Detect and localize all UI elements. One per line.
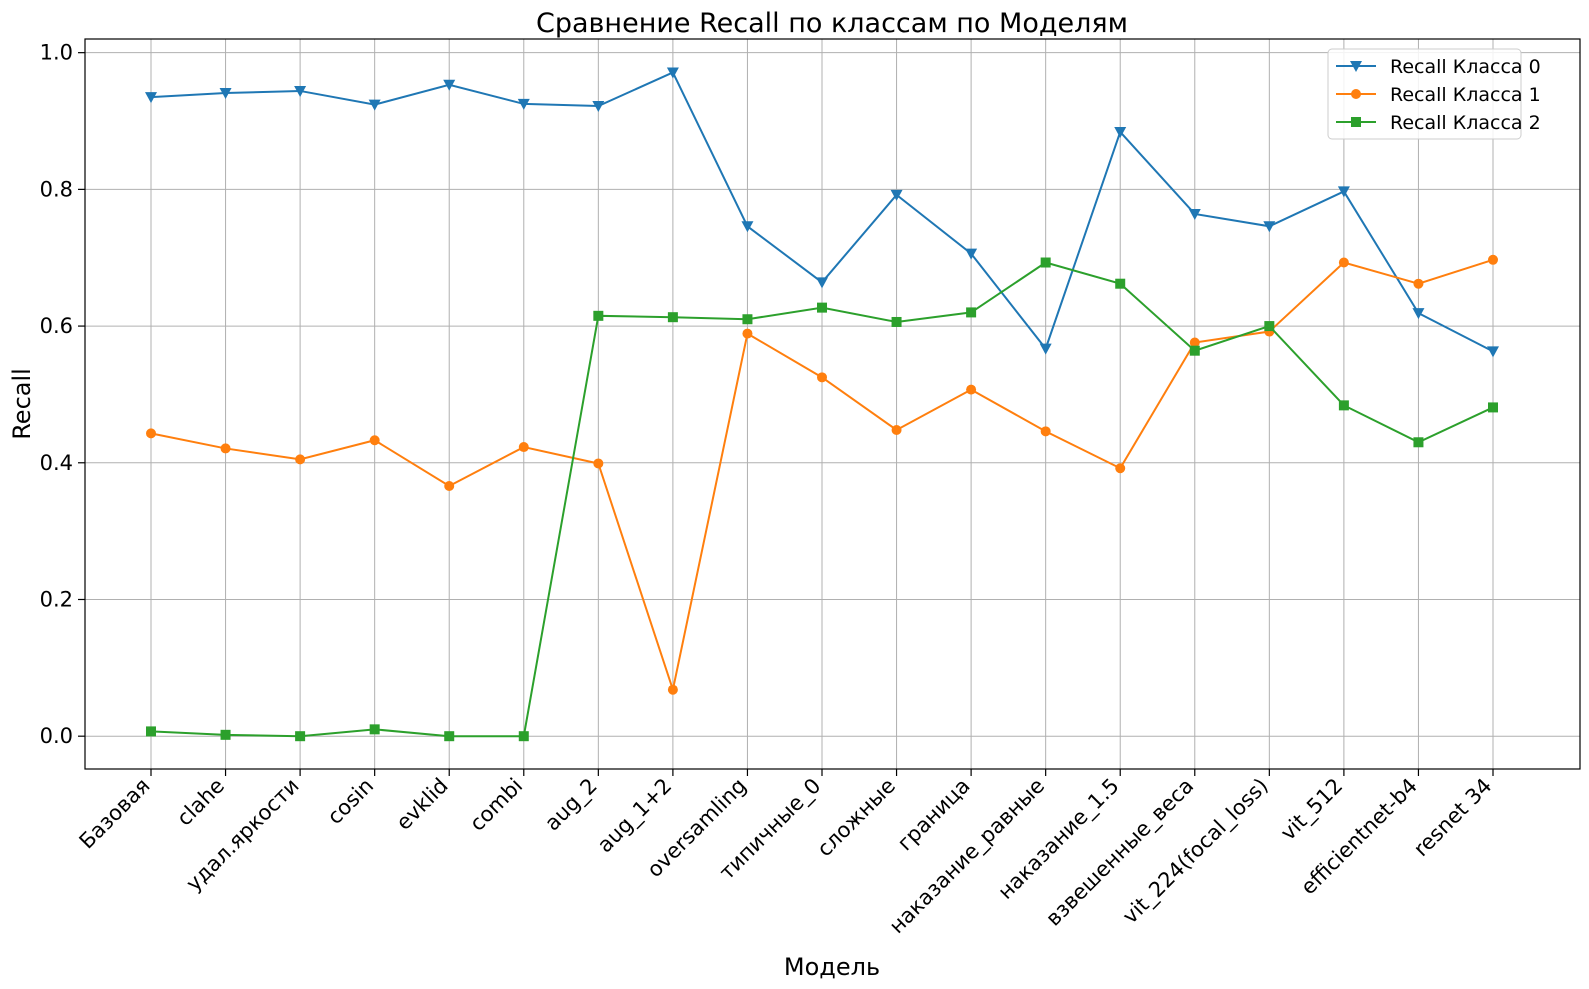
- x-tick-label: vit_512: [1276, 774, 1348, 846]
- data-point: [666, 67, 679, 79]
- legend-label: Recall Класса 0: [1390, 56, 1541, 78]
- y-tick-label: 1.0: [40, 41, 73, 65]
- series-2: [146, 257, 1498, 742]
- data-point: [1039, 343, 1052, 355]
- series-0: [145, 67, 1499, 358]
- data-point: [965, 248, 978, 260]
- y-tick-label: 0.0: [40, 724, 73, 748]
- x-tick-label: clahe: [172, 774, 229, 831]
- axes-layer: [84, 38, 1581, 770]
- legend-item: Recall Класса 2: [1336, 112, 1541, 134]
- data-point: [1413, 437, 1424, 448]
- data-point: [368, 99, 381, 111]
- data-point: [1412, 308, 1425, 320]
- legend-item: Recall Класса 1: [1336, 84, 1541, 106]
- x-tick-label: aug_2: [540, 774, 602, 836]
- series-1: [146, 254, 1498, 695]
- data-point: [1115, 278, 1126, 289]
- legend-marker: [1351, 89, 1361, 99]
- data-point: [742, 314, 753, 325]
- data-point: [369, 435, 380, 446]
- x-tick-label: combi: [465, 774, 527, 836]
- y-tick-label: 0.4: [40, 451, 73, 475]
- legend-marker: [1350, 61, 1362, 72]
- legend-marker: [1351, 117, 1361, 127]
- y-tick-label: 0.8: [40, 177, 73, 201]
- data-point: [817, 372, 827, 383]
- x-tick-label: сложные: [812, 774, 900, 862]
- data-point: [1488, 254, 1498, 265]
- data-point: [667, 684, 678, 695]
- data-point: [1487, 346, 1499, 358]
- data-point: [1114, 126, 1127, 138]
- data-point: [295, 454, 306, 465]
- data-point: [1338, 400, 1349, 411]
- data-point: [667, 312, 678, 323]
- data-point: [294, 85, 307, 97]
- data-point: [1115, 463, 1126, 474]
- legend-label: Recall Класса 2: [1390, 112, 1541, 134]
- data-point: [817, 302, 827, 313]
- data-point: [146, 726, 156, 737]
- data-point: [369, 724, 380, 735]
- data-point: [518, 442, 529, 453]
- series-layer: [145, 67, 1499, 742]
- data-point: [146, 428, 156, 439]
- data-point: [1188, 208, 1201, 220]
- data-point: [741, 221, 754, 233]
- x-tick-label: vit_224(focal_loss): [1118, 774, 1274, 930]
- data-point: [1189, 345, 1200, 356]
- data-point: [1337, 186, 1350, 198]
- data-point: [220, 443, 231, 454]
- data-point: [742, 328, 753, 339]
- data-point: [816, 277, 828, 289]
- data-point: [890, 189, 903, 201]
- data-point: [295, 731, 306, 742]
- x-tick-label: evklid: [392, 774, 453, 835]
- legend-item: Recall Класса 0: [1336, 56, 1541, 78]
- grid-layer: [85, 39, 1580, 769]
- data-point: [1413, 278, 1424, 289]
- data-point: [517, 98, 530, 110]
- data-point: [592, 100, 605, 112]
- chart-title: Сравнение Recall по классам по Моделям: [536, 8, 1128, 39]
- y-tick-label: 0.2: [40, 587, 73, 611]
- data-point: [966, 307, 977, 318]
- data-point: [593, 458, 604, 469]
- legend-label: Recall Класса 1: [1390, 84, 1541, 106]
- x-tick-label: Базовая: [75, 774, 155, 854]
- y-axis-label: Recall: [8, 368, 36, 440]
- data-point: [1338, 257, 1349, 268]
- plot-frame: [84, 38, 1581, 770]
- data-point: [891, 424, 902, 435]
- legend-box: [1327, 48, 1522, 140]
- data-point: [966, 384, 977, 395]
- data-point: [219, 87, 232, 99]
- data-point: [443, 79, 456, 91]
- y-tick-label: 0.6: [40, 314, 73, 338]
- data-point: [1040, 426, 1051, 437]
- data-point: [1264, 321, 1275, 332]
- x-tick-label: cosin: [323, 774, 378, 829]
- data-point: [220, 729, 231, 740]
- data-point: [145, 92, 157, 104]
- data-point: [444, 731, 455, 742]
- data-point: [1189, 337, 1200, 348]
- data-point: [1263, 221, 1276, 233]
- data-point: [1488, 402, 1498, 413]
- data-point: [444, 481, 455, 492]
- data-point: [518, 731, 529, 742]
- x-axis-label: Модель: [784, 953, 880, 981]
- x-tick-label: взвешенные_веса: [1041, 774, 1199, 932]
- data-point: [593, 310, 604, 321]
- data-point: [1040, 257, 1051, 268]
- data-point: [891, 316, 902, 327]
- legend: Recall Класса 0 Recall Класса 1 Recall Кла…: [1327, 48, 1541, 140]
- x-tick-label: resnet 34: [1409, 774, 1497, 862]
